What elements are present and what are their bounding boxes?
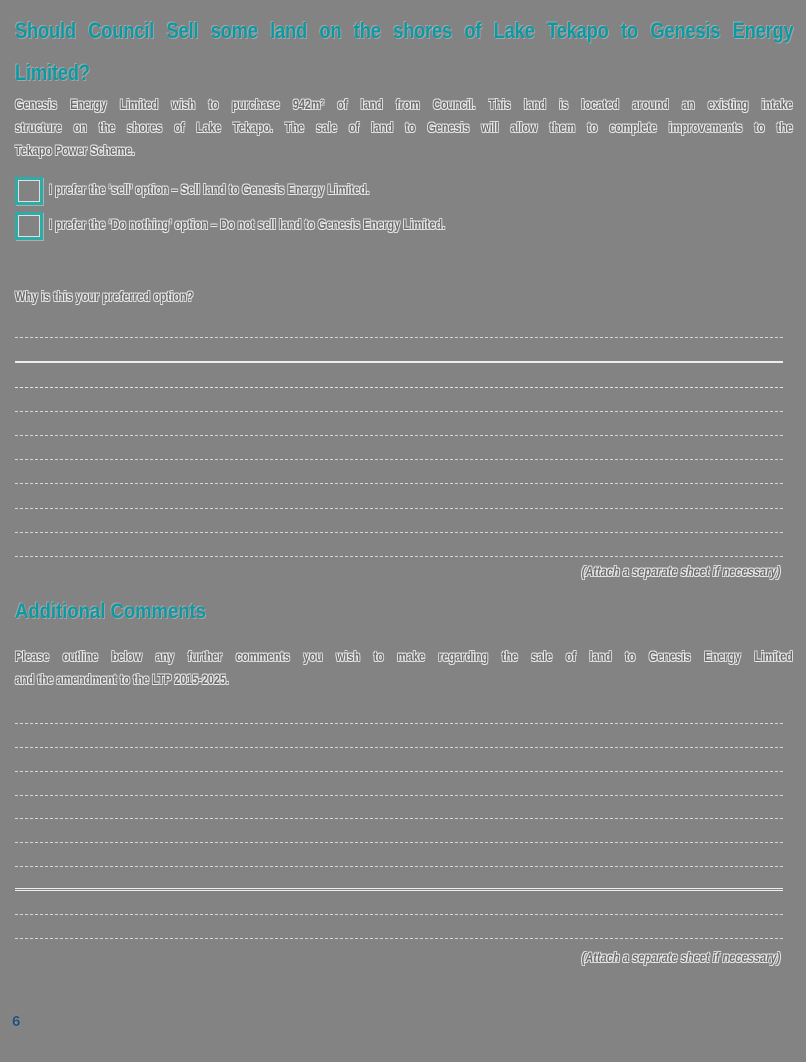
writing-line[interactable] (15, 363, 783, 388)
additional-comments-heading: Additional Comments (15, 600, 206, 623)
writing-line[interactable] (15, 724, 783, 748)
writing-line[interactable] (15, 891, 783, 916)
writing-line[interactable] (15, 509, 783, 533)
section-title-line1: Should Council Sell some land on the sho… (15, 18, 794, 43)
writing-line[interactable] (15, 772, 783, 796)
option-sell-checkbox[interactable] (15, 177, 43, 205)
writing-line[interactable] (15, 843, 783, 868)
writing-line[interactable] (15, 314, 783, 339)
writing-line[interactable] (15, 484, 783, 509)
comments-intro-line: Please outline below any further comment… (15, 648, 793, 664)
option-do-nothing-label: I prefer the ‘Do nothing’ option – Do no… (49, 216, 446, 232)
preferred-option-writing-area (15, 314, 783, 557)
writing-line[interactable] (15, 412, 783, 436)
writing-line[interactable] (15, 436, 783, 461)
writing-line[interactable] (15, 700, 783, 724)
comments-intro-line: and the amendment to the LTP 2015-2025. (15, 671, 229, 687)
preferred-option-prompt: Why is this your preferred option? (15, 288, 194, 304)
intro-paragraph-line: structure on the shores of Lake Tekapo. … (15, 119, 793, 135)
writing-line[interactable] (15, 819, 783, 844)
writing-line[interactable] (15, 533, 783, 557)
option-do-nothing-checkbox[interactable] (15, 212, 43, 240)
writing-line[interactable] (15, 338, 783, 364)
option-sell-label: I prefer the ‘sell’ option – Sell land t… (49, 181, 370, 197)
writing-line[interactable] (15, 915, 783, 939)
writing-line[interactable] (15, 867, 783, 892)
section-title-line2: Limited? (15, 60, 90, 85)
writing-line[interactable] (15, 796, 783, 820)
intro-paragraph-line: Genesis Energy Limited wish to purchase … (15, 96, 793, 112)
intro-paragraph-line: Tekapo Power Scheme. (15, 142, 135, 158)
attach-note: (Attach a separate sheet if necessary) (581, 564, 780, 579)
writing-line[interactable] (15, 748, 783, 772)
writing-line[interactable] (15, 460, 783, 485)
page-number: 6 (12, 1013, 21, 1030)
writing-line[interactable] (15, 388, 783, 412)
attach-note: (Attach a separate sheet if necessary) (581, 950, 780, 965)
comments-writing-area (15, 700, 783, 939)
